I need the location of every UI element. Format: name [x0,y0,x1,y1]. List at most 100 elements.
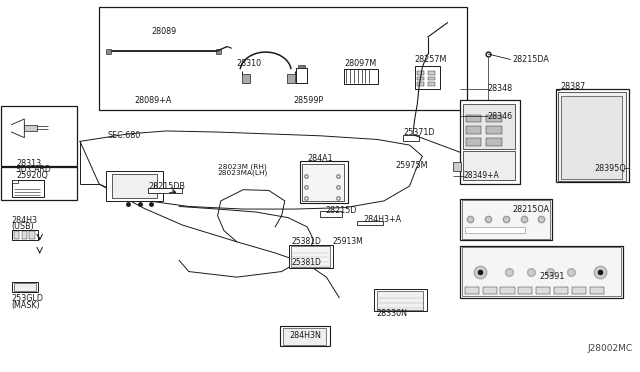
Bar [561,96,622,179]
Bar [403,135,419,141]
Bar [357,221,383,225]
Bar [572,287,586,294]
Bar [556,89,629,182]
Text: 28215DA: 28215DA [512,55,549,64]
Bar [462,200,550,239]
Bar [14,231,19,239]
Bar [291,246,330,267]
Text: 28023MA(LH): 28023MA(LH) [218,170,268,176]
Bar [216,49,221,54]
Bar [12,180,44,197]
Bar [99,7,467,110]
Bar [1,167,77,200]
Text: 28023M (RH): 28023M (RH) [218,163,266,170]
Bar [453,162,461,171]
Bar [298,65,305,68]
Text: 25920Q: 25920Q [16,171,48,180]
Bar [302,164,344,201]
Bar [344,69,378,84]
Bar [590,287,604,294]
Bar [415,66,440,89]
Bar [106,49,111,54]
Bar [486,115,502,122]
Bar [465,287,479,294]
Bar [12,282,38,292]
Text: 28330N: 28330N [376,309,407,318]
Bar [462,247,621,296]
Bar [518,287,532,294]
Text: SEC.680: SEC.680 [108,131,141,140]
Bar [417,82,424,86]
Bar [296,68,307,83]
Text: 25381D: 25381D [292,237,322,246]
Text: 28348: 28348 [488,84,513,93]
Bar [500,287,515,294]
Bar [428,71,435,75]
Bar [1,106,77,166]
Bar [374,289,427,311]
Bar [460,246,623,298]
Bar [242,74,250,83]
Text: 25975M: 25975M [396,161,428,170]
Text: 28387: 28387 [561,82,586,91]
Text: 253GLD: 253GLD [12,294,44,303]
Bar [24,125,37,131]
Bar [466,138,481,146]
Text: 28257M: 28257M [415,55,447,64]
Bar [460,100,520,184]
Bar [14,283,36,291]
Bar [486,138,502,146]
Bar [12,230,38,240]
Text: 25381D: 25381D [292,258,322,267]
Polygon shape [12,119,24,138]
Text: 25371D: 25371D [403,128,435,137]
Bar [465,227,525,232]
Text: 28395Q: 28395Q [594,164,626,173]
Text: 28215OA: 28215OA [512,205,549,214]
Text: 28313: 28313 [16,159,41,168]
Bar [536,287,550,294]
Text: 25391: 25391 [539,272,564,280]
Bar [22,231,27,239]
Text: 284H3N: 284H3N [289,331,321,340]
Text: (USB): (USB) [12,222,35,231]
Text: 28089+A: 28089+A [134,96,172,105]
Bar [428,77,435,80]
Text: 25913M: 25913M [333,237,364,246]
Bar [280,326,330,346]
Text: 284H3: 284H3 [12,216,38,225]
Text: 28349+A: 28349+A [464,171,500,180]
Bar [300,161,348,203]
Bar [463,151,515,180]
Bar [417,77,424,80]
Text: 28215D: 28215D [325,206,356,215]
Bar [554,287,568,294]
Text: J28002MC: J28002MC [588,344,633,353]
Bar [112,174,157,198]
Text: 28346: 28346 [488,112,513,121]
Text: 28089: 28089 [151,27,176,36]
Bar [29,231,35,239]
Bar [466,115,481,122]
Text: 28215DB: 28215DB [148,182,186,191]
Text: 28310: 28310 [237,60,262,68]
Text: (MASK): (MASK) [12,301,40,310]
Bar [558,92,626,181]
Bar [320,211,342,217]
Bar [463,104,515,149]
Bar [12,180,18,183]
Bar [289,245,333,268]
Bar [283,328,326,345]
Bar [417,71,424,75]
Bar [106,171,163,201]
Bar [428,82,435,86]
Bar [287,74,295,83]
Text: 284H3+A: 284H3+A [364,215,402,224]
Bar [148,188,182,193]
Bar [377,291,423,310]
Bar [483,287,497,294]
Bar [466,126,481,134]
Text: 284A1: 284A1 [307,154,333,163]
Text: 28097M: 28097M [344,59,376,68]
Bar [460,199,552,240]
